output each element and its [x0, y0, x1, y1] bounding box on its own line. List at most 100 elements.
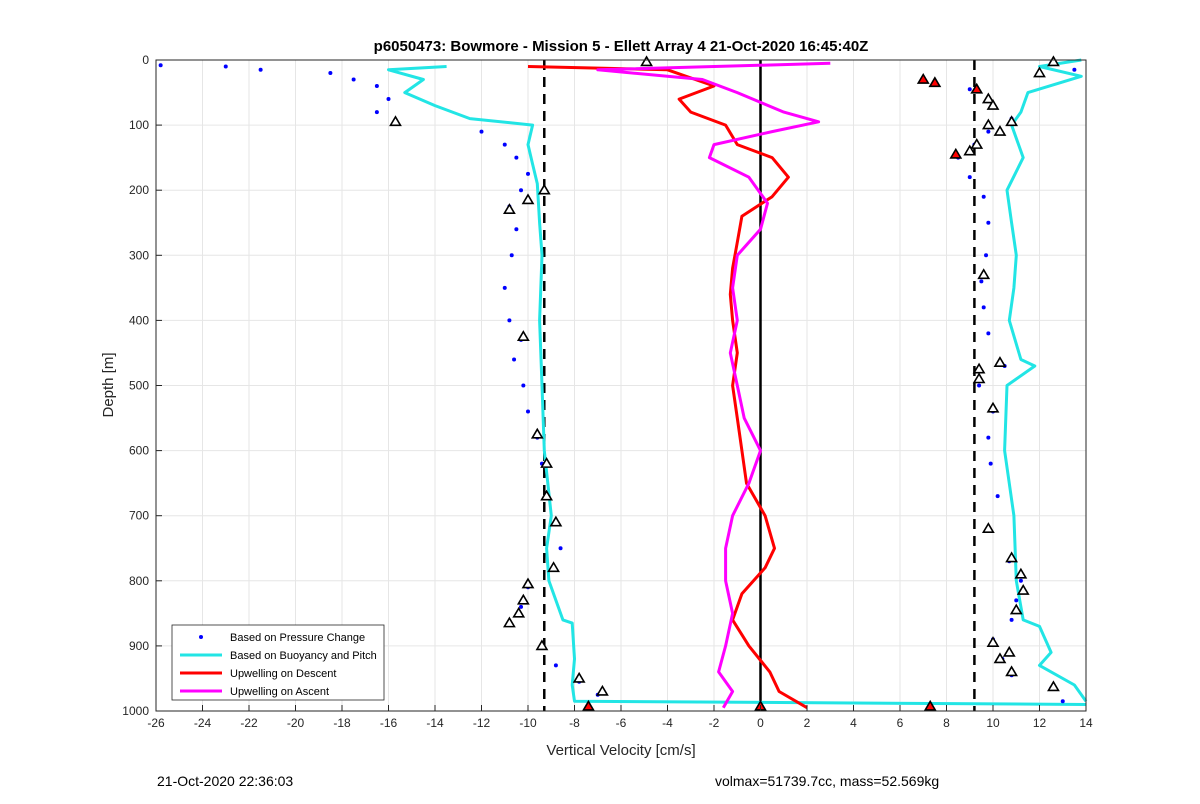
pressure-change-point [502, 285, 507, 290]
turn-marker [949, 147, 963, 159]
turn-marker [986, 98, 1000, 110]
turn-marker [1002, 645, 1016, 657]
pressure-change-point [479, 129, 484, 134]
pressure-change-point [1009, 617, 1014, 622]
x-tick-label: 10 [986, 716, 1000, 730]
turn-marker [972, 372, 986, 384]
turn-marker [981, 522, 995, 534]
pressure-change-point [526, 409, 530, 414]
pressure-change-point [967, 87, 972, 92]
x-tick-label: -26 [147, 716, 165, 730]
turn-marker [1047, 680, 1060, 692]
y-tick-label: 300 [129, 248, 149, 262]
turn-marker [923, 699, 937, 711]
pressure-change-point [967, 175, 972, 180]
turn-marker [970, 138, 984, 149]
turn-marker [981, 92, 995, 104]
y-tick-label: 800 [129, 574, 149, 588]
turn-marker [928, 76, 942, 88]
legend-label: Based on Buoyancy and Pitch [230, 650, 377, 662]
grid [155, 59, 1087, 712]
pressure-change-point [374, 110, 379, 115]
y-tick-label: 900 [129, 639, 149, 653]
pressure-change-point [521, 383, 526, 388]
footer-timestamp: 21-Oct-2020 22:36:03 [157, 773, 294, 789]
pressure-change-point [258, 67, 263, 72]
y-axis-label: Depth [m] [100, 352, 117, 417]
based-on-buoyancy-and-pitch-line [1003, 58, 1088, 703]
turn-marker [977, 268, 991, 280]
pressure-change-point [986, 220, 991, 225]
pressure-change-point [1060, 699, 1065, 704]
pressure-change-point [1014, 598, 1019, 603]
turn-marker [986, 401, 1000, 413]
turn-marker [981, 118, 995, 130]
legend-box [171, 624, 385, 701]
turn-marker [516, 330, 530, 341]
turn-marker [963, 144, 977, 156]
x-tick-label: 12 [1033, 716, 1047, 730]
pressure-change-point [519, 604, 524, 609]
pressure-change-point [981, 194, 986, 199]
turn-marker [986, 636, 1000, 647]
turn-marker [1047, 55, 1060, 67]
turn-marker [521, 193, 535, 205]
turn-marker [1009, 603, 1023, 615]
turn-marker [512, 606, 526, 618]
turn-marker [993, 356, 1007, 368]
axis-ticks: -26 -24 -22 -20 -18 -16 -14 -12 -10 -8 -6 -4 -2 0 2 4 6 8… [122, 53, 1093, 730]
turn-marker [596, 684, 609, 696]
pressure-change-point [1072, 67, 1077, 72]
pressure-change-point [988, 461, 993, 466]
pressure-change-point [986, 331, 991, 336]
legend-label: Upwelling on Descent [230, 668, 336, 680]
turn-marker [503, 616, 516, 628]
x-tick-label: 14 [1079, 716, 1093, 730]
turn-marker [389, 115, 402, 127]
turn-marker [540, 457, 553, 468]
turn-marker [521, 577, 535, 589]
x-tick-label: 8 [943, 716, 950, 730]
turn-marker [503, 203, 516, 215]
turn-marker [572, 671, 586, 683]
pressure-change-point [986, 435, 991, 440]
pressure-change-point [553, 663, 558, 668]
pressure-change-point [507, 318, 512, 323]
turn-marker [1005, 551, 1018, 563]
y-tick-label: 600 [129, 444, 149, 458]
turn-marker [640, 55, 653, 67]
turn-marker [516, 593, 530, 605]
pressure-change-point [158, 63, 163, 68]
pressure-change-point [514, 227, 519, 232]
x-tick-label: -8 [569, 716, 580, 730]
turn-marker [537, 183, 551, 195]
y-tick-label: 200 [129, 183, 149, 197]
pressure-change-point [386, 97, 391, 102]
pressure-change-point [995, 494, 1000, 499]
x-tick-label: -22 [240, 716, 258, 730]
turn-marker [916, 72, 930, 84]
turn-marker [1016, 583, 1030, 595]
based-on-buoyancy-and-pitch-line [387, 65, 1087, 706]
pressure-change-point [328, 71, 333, 76]
pressure-change-point [512, 357, 517, 362]
x-tick-label: 6 [897, 716, 904, 730]
legend-label: Based on Pressure Change [230, 632, 365, 644]
pressure-change-point [558, 546, 563, 551]
reference-lines [543, 60, 976, 711]
pressure-change-point [1018, 578, 1023, 583]
x-tick-label: 4 [850, 716, 857, 730]
turn-marker [582, 699, 595, 711]
x-tick-label: 2 [804, 716, 811, 730]
x-tick-label: -2 [709, 716, 720, 730]
turn-marker [1014, 567, 1028, 579]
x-tick-label: -12 [473, 716, 491, 730]
x-tick-label: -6 [616, 716, 627, 730]
turn-marker [1005, 665, 1018, 677]
y-tick-label: 100 [129, 118, 149, 132]
turn-marker [1033, 66, 1046, 78]
pressure-change-point [979, 279, 984, 284]
y-tick-label: 700 [129, 509, 149, 523]
turn-marker [993, 652, 1007, 664]
